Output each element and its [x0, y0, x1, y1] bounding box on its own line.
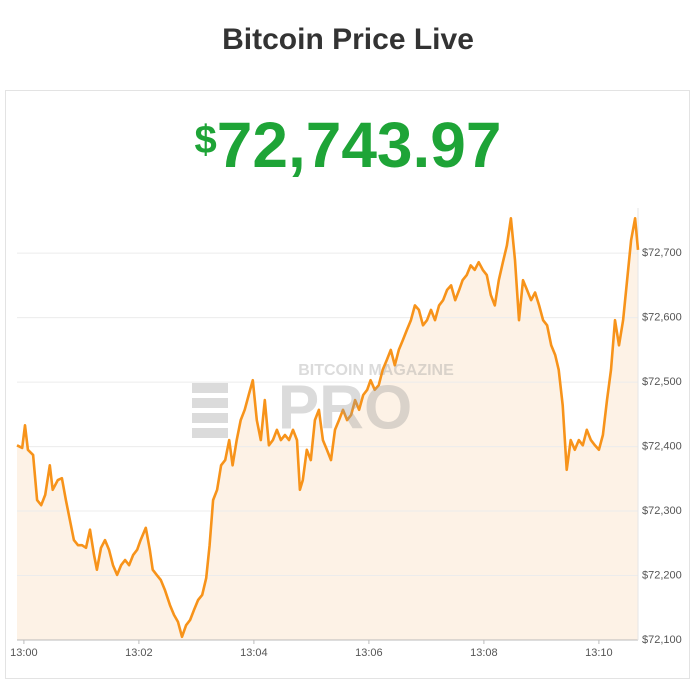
icon-stripe: [192, 398, 228, 408]
watermark-main: PRO: [278, 373, 412, 442]
y-tick-label: $72,200: [642, 569, 682, 581]
x-tick-label: 13:02: [125, 647, 153, 659]
watermark-icon: [192, 383, 228, 438]
y-tick-label: $72,500: [642, 376, 682, 388]
price-amount: 72,743.97: [217, 109, 502, 181]
x-tick-label: 13:06: [355, 647, 383, 659]
x-tick-label: 13:08: [470, 647, 498, 659]
y-tick-label: $72,600: [642, 312, 682, 324]
watermark-top: BITCOIN MAGAZINE: [298, 362, 454, 379]
y-tick-label: $72,400: [642, 440, 682, 452]
watermark: BITCOIN MAGAZINE PRO: [192, 362, 454, 442]
x-tick-label: 13:00: [10, 647, 38, 659]
price-symbol: $: [195, 118, 217, 162]
x-tick-label: 13:10: [585, 647, 613, 659]
chart-frame: [5, 90, 690, 679]
price: $72,743.97: [195, 109, 502, 181]
x-tick-label: 13:04: [240, 647, 268, 659]
y-tick-label: $72,700: [642, 247, 682, 259]
title: Bitcoin Price Live: [222, 23, 474, 56]
plot: $72,100 $72,200 $72,300 $72,400 $72,500 $72,6…: [10, 208, 682, 659]
area-fill: [17, 218, 638, 641]
y-tick-label: $72,300: [642, 505, 682, 517]
area-layer: [17, 218, 638, 641]
icon-stripe: [192, 428, 228, 438]
price-line: [16, 217, 640, 639]
icon-stripe: [192, 383, 228, 393]
y-tick-label: $72,100: [642, 634, 682, 646]
icon-stripe: [192, 413, 228, 423]
